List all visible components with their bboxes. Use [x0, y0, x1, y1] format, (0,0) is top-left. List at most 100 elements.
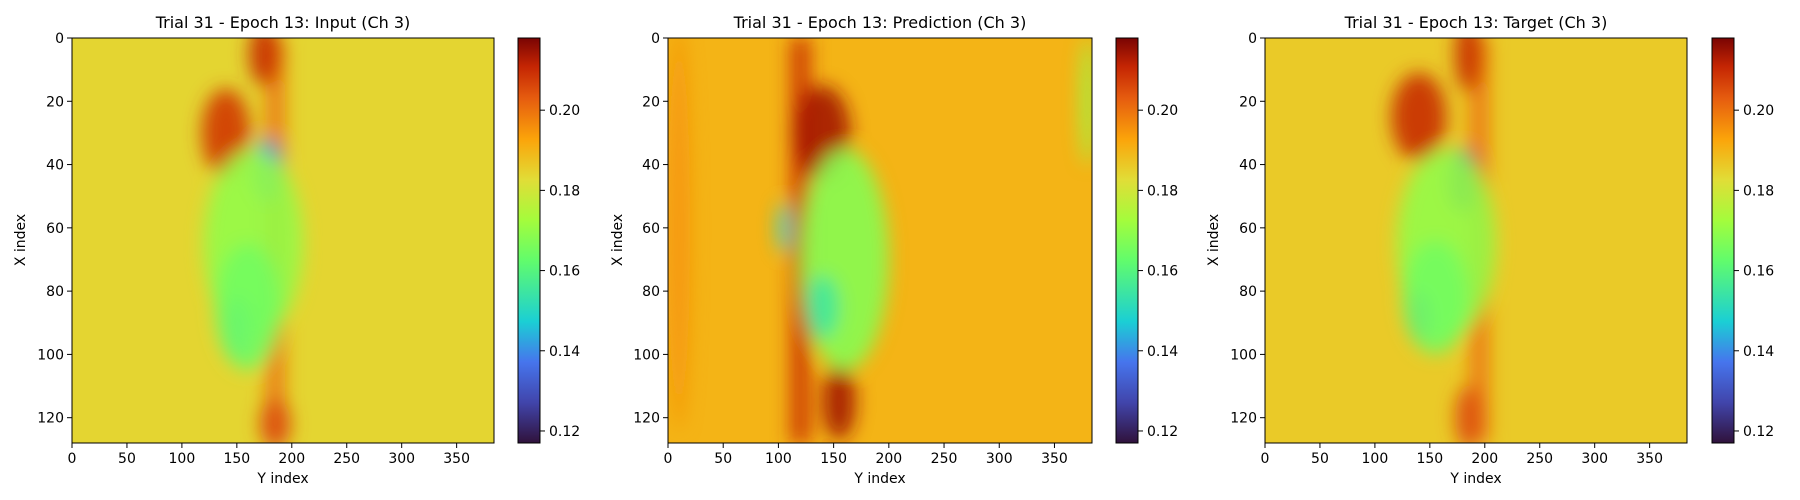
subplot-prediction: Trial 31 - Epoch 13: Prediction (Ch 3) Y…	[610, 13, 1026, 487]
plot-frame	[667, 37, 1093, 444]
x-tick-label: 200	[1471, 451, 1498, 467]
x-tick-label: 100	[169, 451, 196, 467]
y-tick-label: 60	[46, 221, 64, 237]
heatmap-features	[201, 38, 303, 443]
colorbar-tick-label: 0.16	[1147, 264, 1178, 280]
y-tick-label: 60	[1239, 221, 1257, 237]
x-tick-label: 50	[714, 451, 732, 467]
y-tick-label: 80	[1239, 284, 1257, 300]
colorbar-frame	[1711, 37, 1735, 444]
heatmap-panel: 0 50 100 150 200 250 300 350 0 20 40 60 80 100 120 0.12…	[1230, 31, 1774, 467]
colorbar-tick-label: 0.20	[549, 103, 580, 119]
heatmap-blob	[668, 38, 691, 431]
x-tick-label: 250	[1526, 451, 1553, 467]
x-tick-label: 300	[388, 451, 415, 467]
plot-title: Trial 31 - Epoch 13: Input (Ch 3)	[155, 13, 411, 32]
x-tick-label: 150	[223, 451, 250, 467]
x-tick-label: 100	[765, 451, 792, 467]
y-axis-label: X index	[13, 214, 29, 266]
heatmap-blob	[1391, 72, 1447, 162]
heatmap-panel: 0 50 100 150 200 250 300 350 0 20 40 60 80 100 120 0.12…	[633, 31, 1178, 467]
y-tick-label: 0	[1248, 31, 1257, 47]
y-tick-label: 80	[46, 284, 64, 300]
x-axis-label: Y index	[1449, 471, 1501, 487]
x-tick-label: 150	[820, 451, 847, 467]
colorbar-tick-label: 0.18	[1743, 183, 1774, 199]
colorbar-tick-label: 0.16	[549, 264, 580, 280]
x-tick-label: 300	[1581, 451, 1608, 467]
x-tick-label: 250	[931, 451, 958, 467]
colorbar-tick-label: 0.16	[1743, 264, 1774, 280]
colorbar-frame	[517, 37, 541, 444]
colorbar	[1712, 38, 1734, 443]
y-tick-label: 40	[1239, 158, 1257, 174]
colorbar-tick-label: 0.12	[1147, 424, 1178, 440]
heatmap-blob	[806, 275, 840, 339]
y-tick-label: 100	[633, 347, 660, 363]
heatmap-blob	[1402, 240, 1469, 355]
x-tick-label: 300	[986, 451, 1013, 467]
heatmap-panel: 0 50 100 150 200 250 300 350 0 20 40 60 80 100 120 0.12…	[37, 31, 580, 467]
x-tick-label: 0	[68, 451, 77, 467]
heatmap-blob	[214, 243, 281, 371]
x-tick-label: 350	[443, 451, 470, 467]
heatmap-blob	[822, 363, 856, 440]
heatmap-field	[668, 38, 1092, 443]
x-tick-label: 50	[1311, 451, 1329, 467]
colorbar-frame	[1115, 37, 1139, 444]
x-tick-label: 250	[333, 451, 360, 467]
y-axis-label: X index	[1206, 214, 1222, 266]
colorbar-tick-label: 0.18	[549, 183, 580, 199]
plot-frame	[71, 37, 495, 444]
y-tick-label: 100	[1230, 347, 1257, 363]
plot-title: Trial 31 - Epoch 13: Prediction (Ch 3)	[733, 13, 1027, 32]
y-tick-label: 120	[633, 411, 660, 427]
colorbar-tick-label: 0.14	[549, 344, 580, 360]
y-tick-label: 120	[37, 411, 64, 427]
heatmap-blob	[248, 38, 280, 86]
heatmap-features	[1391, 38, 1496, 443]
plot-title: Trial 31 - Epoch 13: Target (Ch 3)	[1344, 13, 1608, 32]
x-tick-label: 150	[1416, 451, 1443, 467]
colorbar-tick-label: 0.14	[1743, 344, 1774, 360]
y-tick-label: 20	[1239, 94, 1257, 110]
x-axis-label: Y index	[256, 471, 308, 487]
x-tick-label: 50	[118, 451, 136, 467]
y-tick-label: 80	[642, 284, 660, 300]
heatmap-blob	[259, 398, 291, 443]
chart-marks: 0 50 100 150 200 250 300 3500204060801001200.12…	[37, 31, 1774, 467]
x-tick-label: 0	[1261, 451, 1270, 467]
colorbar-tick-label: 0.14	[1147, 344, 1178, 360]
y-tick-label: 120	[1230, 411, 1257, 427]
y-tick-label: 40	[46, 158, 64, 174]
y-tick-label: 20	[46, 94, 64, 110]
x-axis-label: Y index	[853, 471, 905, 487]
heatmap-features	[668, 38, 1092, 443]
colorbar	[518, 38, 540, 443]
y-tick-label: 60	[642, 221, 660, 237]
x-tick-label: 200	[875, 451, 902, 467]
heatmap-blob	[800, 148, 889, 371]
x-tick-label: 350	[1041, 451, 1068, 467]
heatmap-blob	[777, 202, 791, 254]
colorbar-tick-label: 0.12	[549, 424, 580, 440]
y-tick-label: 0	[55, 31, 64, 47]
x-tick-label: 0	[664, 451, 673, 467]
plot-frame	[1264, 37, 1688, 444]
colorbar-tick-label: 0.20	[1147, 103, 1178, 119]
heatmap-field	[1265, 38, 1687, 443]
heatmap-blob	[1080, 38, 1092, 165]
heatmap-blob	[1455, 38, 1482, 92]
x-tick-label: 100	[1362, 451, 1389, 467]
subplot-target: Trial 31 - Epoch 13: Target (Ch 3) Y ind…	[1206, 13, 1607, 487]
colorbar	[1116, 38, 1138, 443]
y-axis-label: X index	[610, 214, 626, 266]
heatmap-field	[72, 38, 494, 443]
colorbar-tick-label: 0.20	[1743, 103, 1774, 119]
x-tick-label: 200	[278, 451, 305, 467]
y-tick-label: 0	[651, 31, 660, 47]
heatmap-blob	[1455, 386, 1482, 443]
colorbar-tick-label: 0.12	[1743, 424, 1774, 440]
colorbar-tick-label: 0.18	[1147, 183, 1178, 199]
